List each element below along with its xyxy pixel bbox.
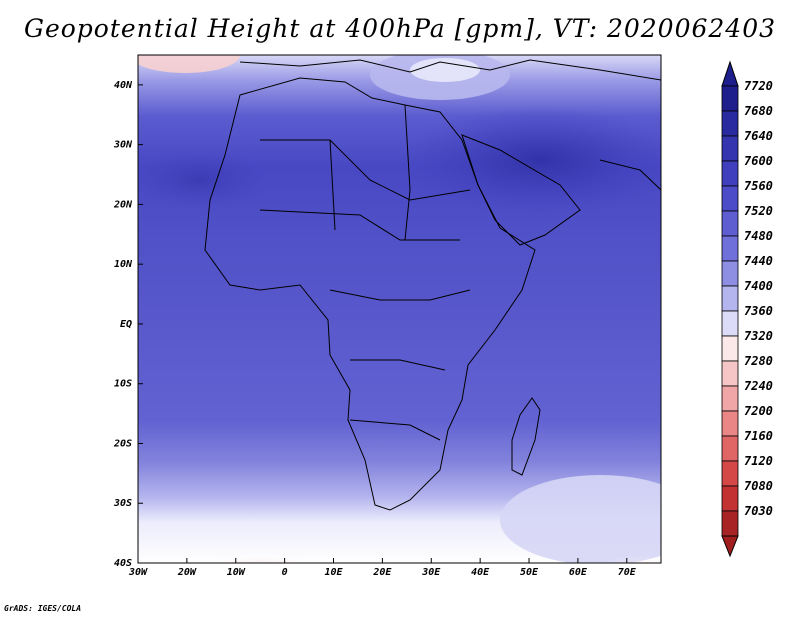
colorbar-label: 7200 [744,404,773,418]
colorbar-label: 7080 [744,479,773,493]
colorbar-label: 7520 [744,204,773,218]
colorbar: 7720 7680 7640 7600 7560 7520 7480 7440 7400 7360… [721,60,773,558]
contour-field [138,55,661,563]
lon-tick-label: 20E [372,567,392,578]
colorbar-top-arrow [721,60,739,87]
colorbar-label: 7680 [744,104,773,118]
lat-tick-label: 30S [113,498,132,509]
colorbar-label: 7360 [744,304,773,318]
colorbar-swatch [721,135,739,162]
colorbar-label: 7030 [744,504,773,518]
lon-tick-label: 10W [227,567,246,578]
lon-tick-label: 30W [128,567,148,578]
lon-tick-label: 50E [520,567,539,578]
colorbar-label: 7480 [744,229,773,243]
lon-tick-label: 40E [471,567,490,578]
chart-title: Geopotential Height at 400hPa [gpm], VT:… [23,14,777,43]
lat-tick-label: 10N [114,259,133,270]
colorbar-swatch [721,435,739,462]
lon-tick-label: 60E [569,567,588,578]
coastlines [204,59,661,511]
colorbar-swatch [721,485,739,512]
colorbar-label: 7720 [744,79,773,93]
colorbar-swatch [721,460,739,487]
arabia-outline [461,134,581,246]
low-pressure-region [138,483,390,563]
lat-tick-label: 30N [113,140,133,151]
colorbar-label: 7560 [744,179,773,193]
colorbar-swatch [721,410,739,437]
axis-ticks: 30W 20W 10W 0 10E 20E 30E 40E 50E 60E 70E 40N 30N 20N… [113,80,637,578]
colorbar-swatch [721,235,739,262]
credit-text: GrADS: IGES/COLA [4,604,82,613]
lon-tick-label: 30E [421,567,441,578]
colorbar-label: 7440 [744,254,773,268]
colorbar-swatch [721,385,739,412]
colorbar-label: 7160 [744,429,773,443]
lat-tick-label: EQ [120,319,132,330]
colorbar-label: 7320 [744,329,773,343]
colorbar-swatch [721,210,739,237]
africa-outline [204,77,536,511]
plot-frame [137,54,662,564]
lat-tick-label: 40S [114,558,132,569]
lon-tick-label: 20W [177,567,197,578]
colorbar-label: 7400 [744,279,773,293]
lon-tick-label: 10E [324,567,343,578]
lon-tick-label: 0 [282,567,288,578]
colorbar-swatch [721,110,739,137]
colorbar-swatch [721,510,739,537]
colorbar-swatch [721,335,739,362]
india-outline [599,159,661,191]
colorbar-swatch [721,285,739,312]
colorbar-swatch [721,310,739,337]
colorbar-label: 7280 [744,354,773,368]
colorbar-bottom-arrow [721,535,739,558]
colorbar-label: 7240 [744,379,773,393]
lat-tick-label: 20N [113,199,133,210]
europe-outline [239,59,661,81]
colorbar-swatch [721,360,739,387]
lon-tick-label: 70E [618,567,637,578]
madagascar-outline [511,397,541,476]
colorbar-swatch [721,185,739,212]
colorbar-label: 7640 [744,129,773,143]
colorbar-label: 7120 [744,454,773,468]
colorbar-swatch [721,260,739,287]
colorbar-swatch [721,85,739,112]
lat-tick-label: 40N [114,80,133,91]
lat-tick-label: 10S [114,379,132,390]
lat-tick-label: 20S [113,438,132,449]
high-pressure-region [400,105,661,215]
colorbar-swatch [721,160,739,187]
colorbar-label: 7600 [744,154,773,168]
